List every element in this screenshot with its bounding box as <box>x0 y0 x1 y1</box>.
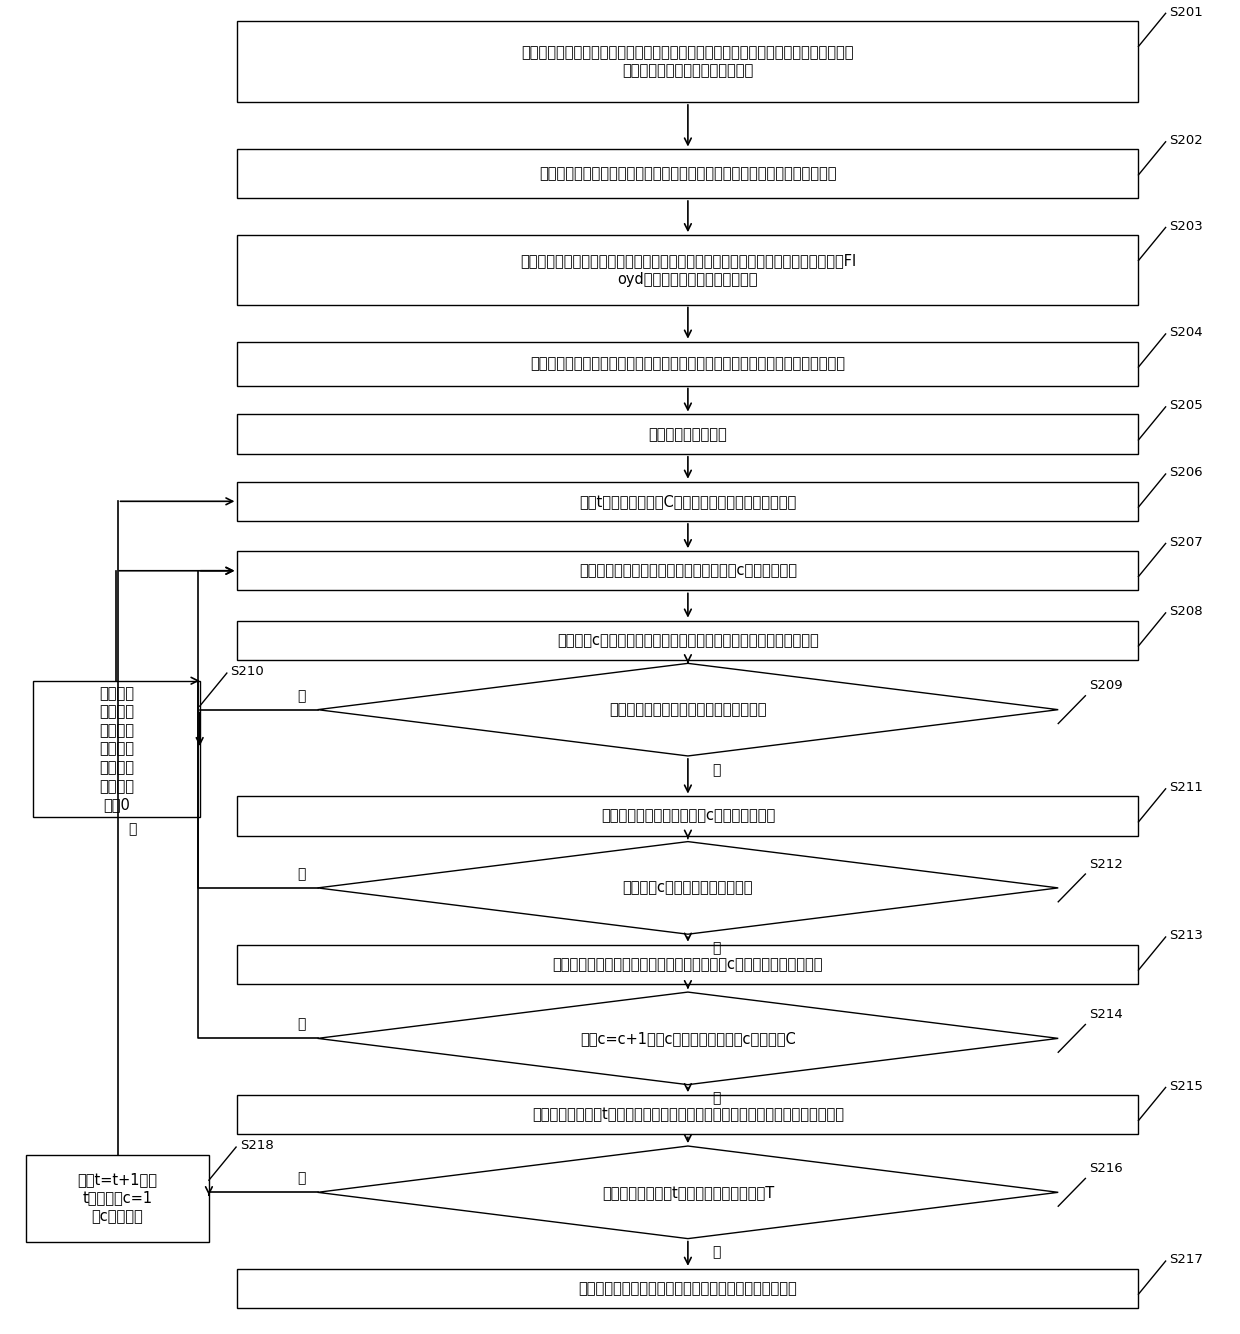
Bar <box>237 944 1138 984</box>
Text: 将当前访问节点记录在蚂蚁c的禁忌搜索表中: 将当前访问节点记录在蚂蚁c的禁忌搜索表中 <box>600 808 775 823</box>
Text: S201: S201 <box>1169 5 1203 19</box>
Bar <box>237 149 1138 197</box>
Text: 否: 否 <box>129 822 138 836</box>
Bar <box>237 342 1138 386</box>
Polygon shape <box>317 992 1058 1085</box>
Text: 是: 是 <box>713 1246 720 1259</box>
Text: 控制蚂蚁c访问下一节点，同步更新访问线路、线路长度、当前负荷: 控制蚂蚁c访问下一节点，同步更新访问线路、线路长度、当前负荷 <box>557 632 818 648</box>
Text: 否: 否 <box>296 867 305 880</box>
Text: S217: S217 <box>1169 1254 1203 1266</box>
Text: 将当前迭代过程的最优线路作为最终的最优接线线路输出: 将当前迭代过程的最优线路作为最终的最优接线线路输出 <box>579 1281 797 1295</box>
Text: 将第t次迭代过程中的C只蚂蚁随机设置在各个电源节点: 将第t次迭代过程中的C只蚂蚁随机设置在各个电源节点 <box>579 494 796 508</box>
Text: S210: S210 <box>231 666 264 679</box>
Text: 根据信息素矩阵和禁忌搜索表，确定蚂蚁c下一访问节点: 根据信息素矩阵和禁忌搜索表，确定蚂蚁c下一访问节点 <box>579 563 797 578</box>
Text: S202: S202 <box>1169 135 1203 147</box>
Text: S206: S206 <box>1169 467 1203 479</box>
Text: S203: S203 <box>1169 220 1203 232</box>
Bar <box>237 21 1138 101</box>
Text: S215: S215 <box>1169 1079 1203 1093</box>
Text: 判断当前负荷是否超过线路最大负荷容量: 判断当前负荷是否超过线路最大负荷容量 <box>609 702 766 718</box>
Bar <box>237 1095 1138 1134</box>
Text: S214: S214 <box>1089 1009 1123 1021</box>
Bar <box>26 1155 208 1242</box>
Polygon shape <box>317 842 1058 934</box>
Text: S212: S212 <box>1089 858 1123 871</box>
Polygon shape <box>317 663 1058 756</box>
Text: S216: S216 <box>1089 1162 1123 1175</box>
Text: 将施工难度大于预设阈值的两个路径节点之间的距离修改为无穷大，得到邻接矩阵: 将施工难度大于预设阈值的两个路径节点之间的距离修改为无穷大，得到邻接矩阵 <box>531 356 846 371</box>
Bar <box>237 482 1138 522</box>
Polygon shape <box>317 1146 1058 1239</box>
Text: 将电源网格和合并后的负荷网格抽象为路径节点，确定路径节点的配电负荷，并根据Fl
oyd算法确定路径节点之间的距离: 将电源网格和合并后的负荷网格抽象为路径节点，确定路径节点的配电负荷，并根据Fl … <box>520 253 856 287</box>
Text: 返回访问
线路中距
离最近的
电源节点
，并将当
前负荷重
置为0: 返回访问 线路中距 离最近的 电源节点 ，并将当 前负荷重 置为0 <box>99 686 134 812</box>
Bar <box>237 620 1138 660</box>
Text: S204: S204 <box>1169 327 1203 339</box>
Text: S208: S208 <box>1169 606 1203 618</box>
Text: 是: 是 <box>713 940 720 955</box>
Text: 是: 是 <box>713 1091 720 1106</box>
Text: 对目标配电网区域进行网格划分，得到网格所在区域中包括变电站的电源网格、网格所
在区域中不包括变电站的负荷网格: 对目标配电网区域进行网格划分，得到网格所在区域中包括变电站的电源网格、网格所 在… <box>522 44 854 79</box>
Text: 否: 否 <box>296 1171 305 1186</box>
Text: S205: S205 <box>1169 399 1203 412</box>
Text: S218: S218 <box>239 1139 274 1153</box>
Text: 否: 否 <box>296 1018 305 1031</box>
Bar <box>237 235 1138 304</box>
Text: S209: S209 <box>1089 679 1122 692</box>
Text: 判断当前迭代次数t是否达到最大迭代次数T: 判断当前迭代次数t是否达到最大迭代次数T <box>601 1185 774 1199</box>
Bar <box>237 796 1138 836</box>
Bar <box>33 680 200 818</box>
Text: S211: S211 <box>1169 782 1203 794</box>
Text: 设置蚁群算法的参数: 设置蚁群算法的参数 <box>649 427 728 442</box>
Text: 对负荷网格按照负荷类型进行分类，对同类型且位置相邻的负荷网格进行合并: 对负荷网格按照负荷类型进行分类，对同类型且位置相邻的负荷网格进行合并 <box>539 167 837 181</box>
Bar <box>237 551 1138 591</box>
Text: S213: S213 <box>1169 930 1203 942</box>
Text: 根据t=t+1更新
t，并根据c=1
对c进行重置: 根据t=t+1更新 t，并根据c=1 对c进行重置 <box>78 1173 157 1225</box>
Text: 根据性能参数从第t次迭代过程中选择最优线路，并根据最优线路更新信息素矩阵: 根据性能参数从第t次迭代过程中选择最优线路，并根据最优线路更新信息素矩阵 <box>532 1107 844 1122</box>
Bar <box>237 1269 1138 1309</box>
Text: 根据c=c+1更新c，并判断更新后的c是否超过C: 根据c=c+1更新c，并判断更新后的c是否超过C <box>580 1031 796 1046</box>
Text: S207: S207 <box>1169 536 1203 548</box>
Text: 否: 否 <box>713 763 720 776</box>
Text: 根据基于可靠性和经济性的目标函数计算蚂蚁c的访问线路的性能参数: 根据基于可靠性和经济性的目标函数计算蚂蚁c的访问线路的性能参数 <box>553 956 823 971</box>
Bar <box>237 415 1138 454</box>
Text: 是: 是 <box>296 688 305 703</box>
Text: 判断蚂蚁c是否遍历全部路径节点: 判断蚂蚁c是否遍历全部路径节点 <box>622 880 753 895</box>
